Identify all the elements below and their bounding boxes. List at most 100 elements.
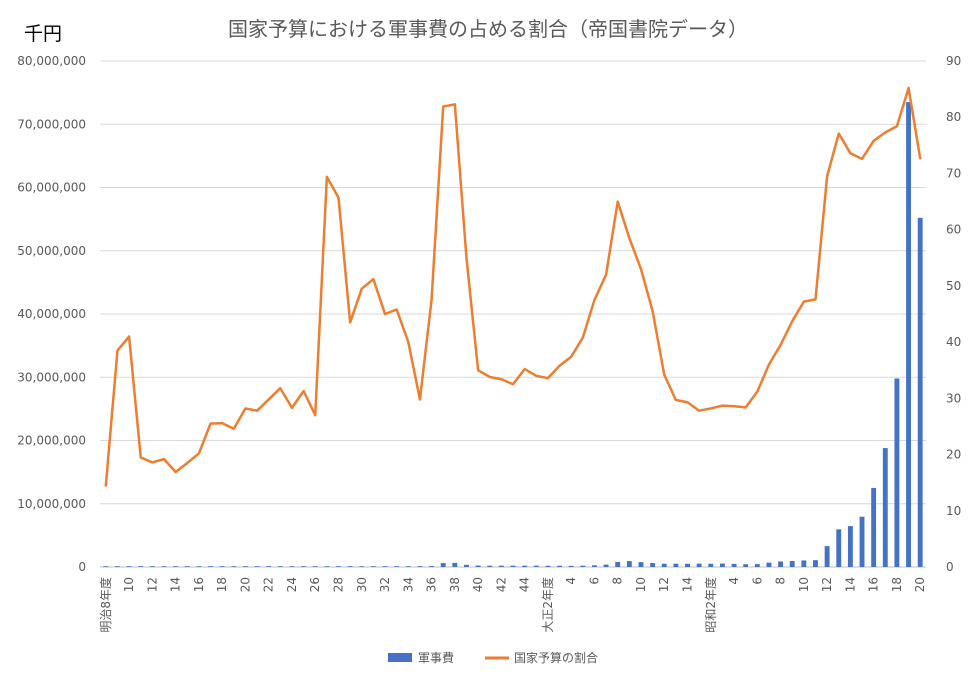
bar <box>754 564 760 567</box>
bar <box>580 565 586 567</box>
bar <box>847 526 853 567</box>
x-tick-label: 14 <box>169 577 183 592</box>
bar <box>557 565 562 567</box>
bar <box>673 563 679 567</box>
bar <box>324 566 330 567</box>
bar <box>568 565 574 567</box>
bar <box>545 565 551 567</box>
bar <box>743 564 749 567</box>
right-axis-tick-labels: 0 10 20 30 40 50 60 70 80 90 <box>946 54 961 574</box>
x-axis-tick-labels: 明治8年度 10 12 14 16 18 20 22 24 26 28 30 32 34 36 38 40 42 4… <box>98 577 927 633</box>
x-tick-label: 30 <box>355 577 369 592</box>
bar <box>719 563 725 567</box>
x-tick-label: 8 <box>611 577 625 585</box>
left-tick-label: 10,000,000 <box>17 497 86 511</box>
x-tick-label: 36 <box>425 577 439 592</box>
bar <box>591 565 597 567</box>
legend: 軍事費 国家予算の割合 <box>388 650 598 665</box>
x-tick-label: 24 <box>285 577 299 592</box>
x-tick-label: 6 <box>750 577 764 585</box>
x-tick-label: 28 <box>331 577 345 592</box>
bar <box>871 487 877 567</box>
legend-label-budget-share: 国家予算の割合 <box>514 650 598 665</box>
left-axis-tick-labels: 0 10,000,000 20,000,000 30,000,000 40,000,00… <box>17 54 86 574</box>
bar <box>789 560 795 567</box>
x-tick-label: 44 <box>518 577 532 592</box>
x-tick-label: 4 <box>564 577 578 585</box>
x-tick-label: 16 <box>867 577 881 592</box>
right-tick-label: 50 <box>946 279 961 293</box>
bar <box>906 102 911 568</box>
bar <box>336 566 341 567</box>
bar <box>382 566 388 567</box>
bar <box>219 566 225 567</box>
bar <box>184 566 190 567</box>
bar <box>650 563 656 567</box>
bar <box>917 217 923 568</box>
bar <box>254 566 260 567</box>
bar <box>266 566 272 567</box>
bar <box>708 563 714 567</box>
bar <box>115 566 120 567</box>
x-tick-label: 20 <box>238 577 252 592</box>
right-tick-label: 0 <box>946 560 954 574</box>
x-tick-label: 8 <box>774 577 788 585</box>
bar-series-military-spending <box>103 102 923 568</box>
bar <box>859 516 865 567</box>
right-tick-label: 70 <box>946 166 961 180</box>
bar <box>394 566 400 567</box>
bar <box>836 529 842 567</box>
series-line <box>104 86 922 487</box>
bar <box>661 563 667 567</box>
chart-title: 国家予算における軍事費の占める割合（帝国書院データ） <box>228 17 748 41</box>
bar <box>882 448 888 567</box>
x-tick-label: 14 <box>843 577 857 592</box>
bar <box>766 562 772 567</box>
bar <box>417 566 423 567</box>
bar <box>440 563 446 567</box>
bar <box>813 560 818 567</box>
x-tick-label: 10 <box>634 577 648 592</box>
x-tick-label: 6 <box>587 577 601 585</box>
left-tick-label: 30,000,000 <box>17 370 86 384</box>
bar <box>289 566 295 567</box>
left-tick-label: 80,000,000 <box>17 54 86 68</box>
bar <box>138 566 144 567</box>
x-tick-label: 14 <box>681 577 695 592</box>
left-tick-label: 70,000,000 <box>17 117 86 131</box>
right-tick-label: 60 <box>946 223 961 237</box>
x-tick-label: 18 <box>890 577 904 592</box>
left-tick-label: 20,000,000 <box>17 434 86 448</box>
bar <box>510 565 516 567</box>
bar <box>370 566 376 567</box>
bar <box>894 378 900 567</box>
bar <box>801 560 807 567</box>
grid-lines <box>100 60 926 568</box>
x-tick-label: 大正2年度 <box>540 577 555 633</box>
x-tick-label: 10 <box>797 577 811 592</box>
x-tick-label: 昭和2年度 <box>703 577 718 633</box>
legend-swatch-bar <box>388 653 412 662</box>
right-tick-label: 20 <box>946 448 961 462</box>
right-tick-label: 10 <box>946 504 961 518</box>
bar <box>405 566 411 567</box>
bar <box>173 566 179 567</box>
bar <box>638 562 644 567</box>
bar <box>696 563 702 567</box>
x-tick-label: 42 <box>494 577 508 592</box>
bar <box>464 564 469 567</box>
bar <box>161 566 167 567</box>
bar <box>731 563 737 567</box>
x-tick-label: 16 <box>192 577 206 592</box>
x-tick-label: 12 <box>820 577 834 592</box>
bar <box>522 565 528 567</box>
bar <box>603 564 609 567</box>
left-tick-label: 40,000,000 <box>17 307 86 321</box>
x-tick-label: 22 <box>262 577 276 592</box>
bar <box>626 561 632 567</box>
x-tick-label: 20 <box>913 577 927 592</box>
bar <box>685 563 690 567</box>
